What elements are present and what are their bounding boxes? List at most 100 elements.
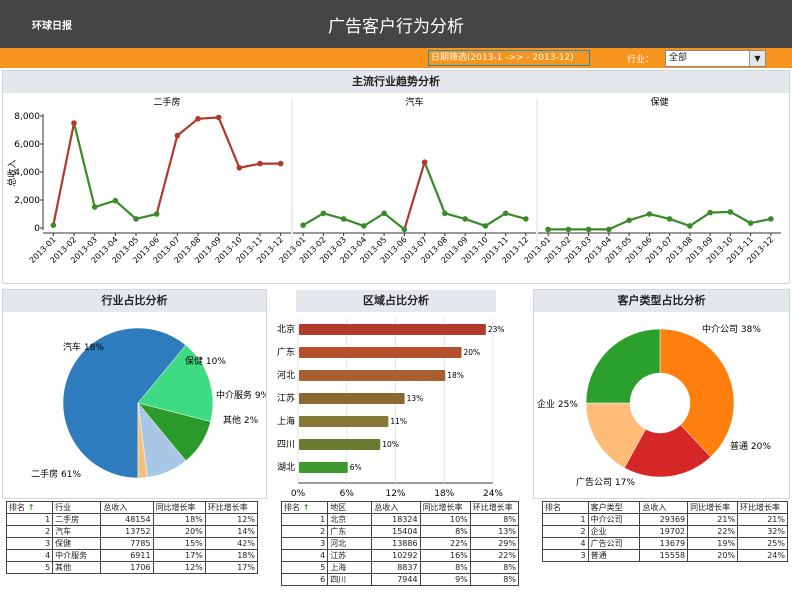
data-point — [421, 159, 428, 165]
table-cell: 10292 — [371, 549, 421, 562]
industry-select-value: 全部 — [669, 53, 688, 63]
table-cell: 8% — [469, 573, 520, 586]
column-header[interactable]: 地区 — [327, 501, 373, 514]
series-line — [484, 212, 507, 227]
data-label: 6% — [350, 463, 362, 472]
column-header[interactable]: 总收入 — [639, 501, 689, 514]
series-line — [72, 122, 96, 208]
table-cell: 2 — [542, 525, 589, 538]
sort-arrow-icon[interactable]: ↑ — [300, 503, 310, 512]
report-name: 环球日报 — [32, 21, 72, 32]
column-header[interactable]: 客户类型 — [587, 501, 641, 514]
table-row: 5 上海 8837 8% 8% — [280, 561, 520, 574]
table-row: 6 四川 7944 9% 8% — [280, 573, 520, 586]
table-cell: 13% — [469, 525, 520, 538]
column-header[interactable]: 排名 — [542, 501, 589, 514]
table-cell: 2 — [280, 525, 329, 538]
column-header[interactable]: 同比增长率 — [687, 501, 739, 514]
table-cell: 3 — [280, 537, 329, 550]
table-cell: 8% — [419, 561, 471, 574]
data-point — [687, 223, 693, 229]
table-cell: 1 — [542, 513, 589, 526]
column-header[interactable]: 环比增长率 — [469, 501, 520, 514]
table-cell: 10% — [419, 513, 471, 526]
table-cell: 29% — [469, 537, 520, 550]
column-header[interactable]: 总收入 — [371, 501, 421, 514]
table-cell: 6911 — [100, 549, 154, 562]
table-cell: 20% — [152, 525, 206, 538]
table-cell: 保健 — [52, 537, 102, 550]
customer-panel: 客户类型占比分析 中介公司 38% 普通 20% 广告公司 17% 企业 25% — [533, 289, 790, 499]
y-tick-label: 2,000 — [14, 196, 40, 206]
table-cell: 普通 — [587, 549, 641, 562]
table-header-row: 排名 ↑ 地区 总收入 同比增长率 环比增长率 — [280, 501, 520, 514]
column-header[interactable]: 同比增长率 — [152, 501, 206, 514]
x-tick-label: 6% — [340, 489, 355, 499]
x-tick-label: 0% — [291, 489, 306, 499]
y-axis-label: 总收入 — [6, 159, 18, 186]
table-cell: 4 — [542, 537, 589, 550]
table-cell: 8837 — [371, 561, 421, 574]
table-row: 3 河北 13886 22% 29% — [280, 537, 520, 550]
table-cell: 二手房 — [52, 513, 102, 526]
industry-table: 排名 ↑ 行业 总收入 同比增长率 环比增长率 1 二手房 48154 18% 12% 2 汽车 137… — [5, 501, 259, 574]
table-cell: 中介服务 — [52, 549, 102, 562]
column-header[interactable]: 排名 ↑ — [5, 501, 54, 514]
table-cell: 42% — [204, 537, 259, 550]
series-line — [710, 210, 731, 214]
sort-arrow-icon[interactable]: ↑ — [25, 503, 35, 512]
column-header[interactable]: 同比增长率 — [419, 501, 471, 514]
table-cell: 四川 — [327, 573, 373, 586]
trend-chart: 总收入8,0006,0004,0002,0000二手房2013-012013-0… — [6, 96, 781, 265]
series-line — [505, 212, 527, 220]
category-label: 四川 — [277, 440, 295, 450]
column-header[interactable]: 行业 — [52, 501, 102, 514]
data-point — [768, 216, 774, 222]
date-filter[interactable]: 日期筛选(2013-1 ->> - 2013-12) — [428, 50, 590, 66]
series-line — [669, 217, 691, 227]
table-cell: 14% — [204, 525, 259, 538]
table-cell: 8% — [469, 561, 520, 574]
table-cell: 18% — [152, 513, 206, 526]
table-row: 1 北京 18324 10% 8% — [280, 513, 520, 526]
chevron-down-icon[interactable]: ▼ — [749, 51, 765, 66]
series-line — [114, 199, 137, 220]
pie-label: 二手房 61% — [31, 468, 81, 480]
column-header[interactable]: 环比增长率 — [204, 501, 259, 514]
data-point — [277, 160, 284, 167]
series-line — [94, 199, 116, 209]
pie-label: 汽车 18% — [63, 341, 104, 353]
data-point — [646, 211, 653, 217]
data-point — [133, 216, 139, 222]
data-point — [747, 220, 754, 226]
column-header[interactable]: 环比增长率 — [737, 501, 788, 514]
table-header-row: 排名 ↑ 行业 总收入 同比增长率 环比增长率 — [5, 501, 259, 514]
series-line — [302, 212, 324, 227]
x-tick-label: 12% — [385, 489, 405, 499]
data-point — [442, 210, 448, 217]
y-tick-label: 4,000 — [14, 168, 40, 178]
data-label: 11% — [390, 417, 407, 426]
data-point — [502, 210, 509, 217]
table-cell: 7944 — [371, 573, 421, 586]
data-point — [565, 226, 572, 233]
series-line — [239, 162, 261, 169]
data-point — [340, 216, 347, 222]
series-line — [52, 122, 76, 226]
table-cell: 北京 — [327, 513, 373, 526]
table-cell: 48154 — [100, 513, 154, 526]
data-point — [215, 114, 222, 121]
industry-panel: 行业占比分析 二手房 61% 汽车 18% 保健 10% 中介服务 9% 其他 2% — [2, 289, 267, 499]
table-cell: 河北 — [327, 537, 373, 550]
column-header[interactable]: 总收入 — [100, 501, 154, 514]
region-bar-chart: 0% 6% 12% 18% 24% 北京 23% 广东 20% 河北 18% 江苏 13% 上海 11% 四川… — [277, 318, 505, 499]
donut-label: 中介公司 38% — [702, 323, 761, 335]
data-point — [91, 204, 98, 210]
table-cell: 18% — [204, 549, 259, 562]
series-line — [155, 135, 179, 215]
pie-label: 保健 10% — [185, 355, 226, 367]
table-cell: 5 — [5, 561, 54, 574]
column-header[interactable]: 排名 ↑ — [280, 501, 329, 514]
data-point — [195, 116, 201, 122]
industry-select[interactable]: 全部 ▼ — [665, 50, 766, 67]
